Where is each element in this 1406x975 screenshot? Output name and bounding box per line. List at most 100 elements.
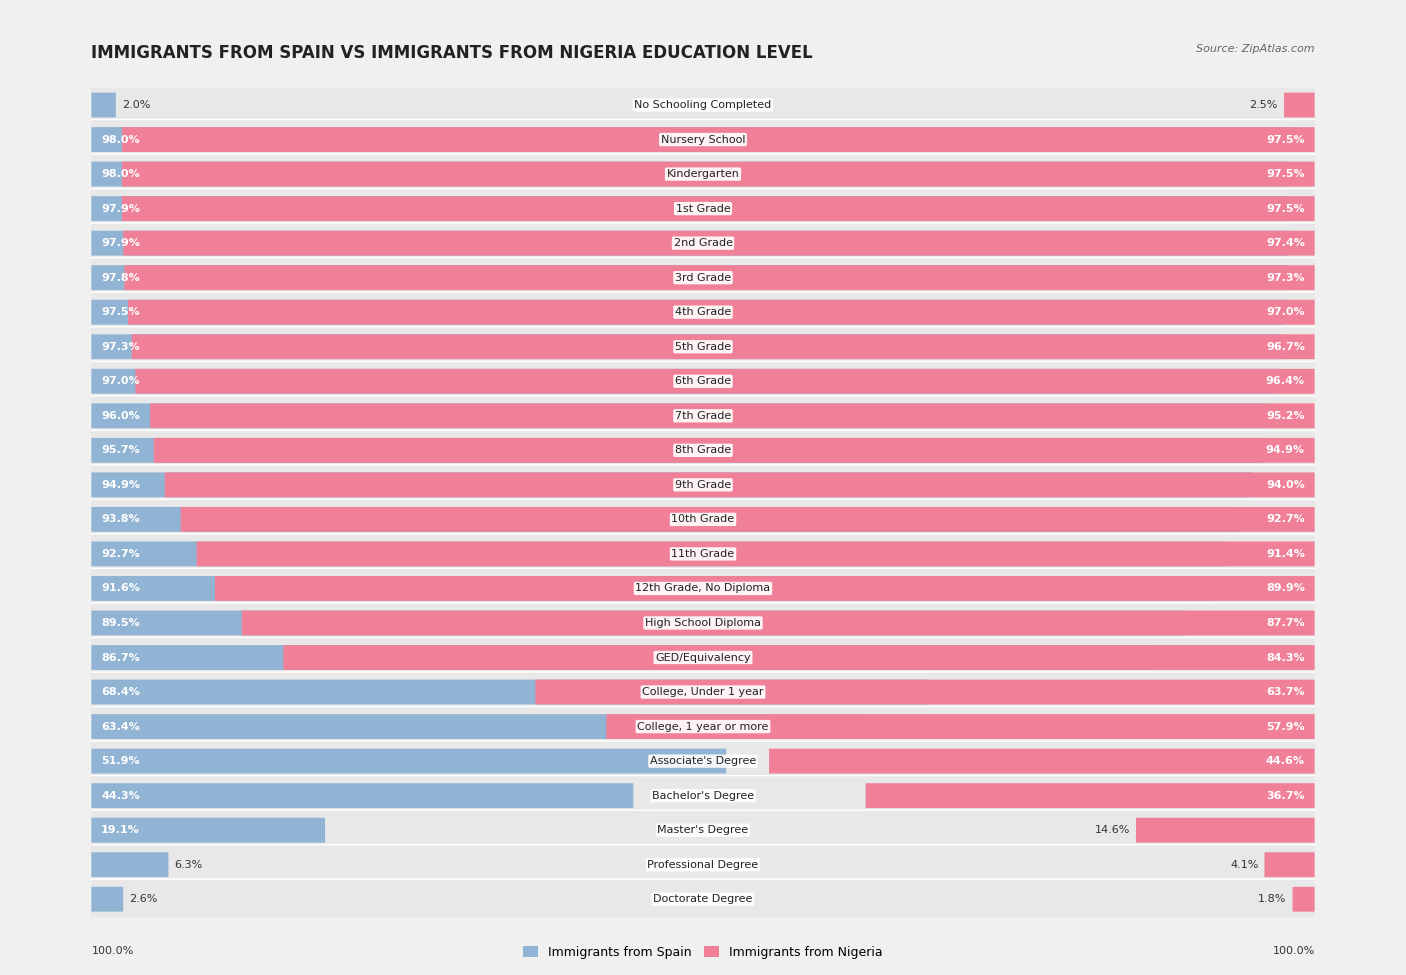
Text: 57.9%: 57.9% bbox=[1267, 722, 1305, 731]
Text: 100.0%: 100.0% bbox=[91, 946, 134, 956]
Text: 97.3%: 97.3% bbox=[1267, 273, 1305, 283]
Text: 97.5%: 97.5% bbox=[101, 307, 139, 317]
FancyBboxPatch shape bbox=[1136, 818, 1315, 842]
Text: 97.0%: 97.0% bbox=[101, 376, 139, 386]
Text: 96.0%: 96.0% bbox=[101, 410, 141, 421]
FancyBboxPatch shape bbox=[91, 610, 1187, 636]
Text: Bachelor's Degree: Bachelor's Degree bbox=[652, 791, 754, 800]
FancyBboxPatch shape bbox=[91, 438, 1263, 463]
Text: 6th Grade: 6th Grade bbox=[675, 376, 731, 386]
FancyBboxPatch shape bbox=[91, 473, 1253, 497]
FancyBboxPatch shape bbox=[242, 610, 1315, 636]
Text: 93.8%: 93.8% bbox=[101, 515, 139, 525]
Text: 94.0%: 94.0% bbox=[1265, 480, 1305, 489]
FancyBboxPatch shape bbox=[90, 120, 1316, 160]
FancyBboxPatch shape bbox=[90, 534, 1316, 574]
Text: 10th Grade: 10th Grade bbox=[672, 515, 734, 525]
Text: 92.7%: 92.7% bbox=[1265, 515, 1305, 525]
FancyBboxPatch shape bbox=[90, 257, 1316, 297]
FancyBboxPatch shape bbox=[90, 844, 1316, 884]
Text: 94.9%: 94.9% bbox=[101, 480, 141, 489]
Text: College, Under 1 year: College, Under 1 year bbox=[643, 687, 763, 697]
Text: 63.7%: 63.7% bbox=[1267, 687, 1305, 697]
Text: Doctorate Degree: Doctorate Degree bbox=[654, 894, 752, 904]
Text: 2.0%: 2.0% bbox=[122, 100, 150, 110]
Text: 97.5%: 97.5% bbox=[1267, 135, 1305, 144]
FancyBboxPatch shape bbox=[536, 680, 1315, 705]
FancyBboxPatch shape bbox=[90, 499, 1316, 539]
FancyBboxPatch shape bbox=[91, 299, 1284, 325]
Text: 1st Grade: 1st Grade bbox=[676, 204, 730, 214]
FancyBboxPatch shape bbox=[90, 638, 1316, 678]
FancyBboxPatch shape bbox=[150, 404, 1315, 428]
Text: 96.4%: 96.4% bbox=[1265, 376, 1305, 386]
FancyBboxPatch shape bbox=[91, 541, 1225, 566]
FancyBboxPatch shape bbox=[197, 541, 1315, 566]
FancyBboxPatch shape bbox=[91, 196, 1289, 221]
FancyBboxPatch shape bbox=[90, 741, 1316, 781]
Text: 44.6%: 44.6% bbox=[1265, 756, 1305, 766]
Text: 63.4%: 63.4% bbox=[101, 722, 141, 731]
Legend: Immigrants from Spain, Immigrants from Nigeria: Immigrants from Spain, Immigrants from N… bbox=[519, 941, 887, 964]
Text: 97.5%: 97.5% bbox=[1267, 169, 1305, 179]
FancyBboxPatch shape bbox=[91, 404, 1265, 428]
Text: Source: ZipAtlas.com: Source: ZipAtlas.com bbox=[1197, 44, 1315, 54]
FancyBboxPatch shape bbox=[1292, 887, 1315, 912]
FancyBboxPatch shape bbox=[1264, 852, 1315, 878]
FancyBboxPatch shape bbox=[91, 162, 1291, 186]
Text: 97.4%: 97.4% bbox=[1265, 238, 1305, 249]
FancyBboxPatch shape bbox=[90, 85, 1316, 125]
Text: 12th Grade, No Diploma: 12th Grade, No Diploma bbox=[636, 583, 770, 594]
Text: 7th Grade: 7th Grade bbox=[675, 410, 731, 421]
FancyBboxPatch shape bbox=[90, 188, 1316, 228]
Text: 97.9%: 97.9% bbox=[101, 204, 141, 214]
Text: 44.3%: 44.3% bbox=[101, 791, 141, 800]
Text: 9th Grade: 9th Grade bbox=[675, 480, 731, 489]
FancyBboxPatch shape bbox=[91, 507, 1239, 531]
Text: 97.8%: 97.8% bbox=[101, 273, 141, 283]
Text: 91.4%: 91.4% bbox=[1265, 549, 1305, 559]
FancyBboxPatch shape bbox=[90, 603, 1316, 644]
Text: 97.5%: 97.5% bbox=[1267, 204, 1305, 214]
FancyBboxPatch shape bbox=[90, 327, 1316, 367]
Text: High School Diploma: High School Diploma bbox=[645, 618, 761, 628]
FancyBboxPatch shape bbox=[91, 369, 1278, 394]
Text: Associate's Degree: Associate's Degree bbox=[650, 756, 756, 766]
FancyBboxPatch shape bbox=[165, 473, 1315, 497]
FancyBboxPatch shape bbox=[606, 714, 1315, 739]
FancyBboxPatch shape bbox=[866, 783, 1315, 808]
FancyBboxPatch shape bbox=[91, 265, 1288, 291]
Text: 86.7%: 86.7% bbox=[101, 652, 141, 663]
FancyBboxPatch shape bbox=[91, 714, 868, 739]
Text: 51.9%: 51.9% bbox=[101, 756, 139, 766]
Text: 4.1%: 4.1% bbox=[1230, 860, 1258, 870]
FancyBboxPatch shape bbox=[90, 361, 1316, 402]
Text: 6.3%: 6.3% bbox=[174, 860, 202, 870]
FancyBboxPatch shape bbox=[90, 879, 1316, 919]
FancyBboxPatch shape bbox=[91, 783, 633, 808]
Text: 2nd Grade: 2nd Grade bbox=[673, 238, 733, 249]
Text: 95.2%: 95.2% bbox=[1267, 410, 1305, 421]
FancyBboxPatch shape bbox=[91, 576, 1212, 601]
FancyBboxPatch shape bbox=[132, 334, 1315, 359]
Text: 19.1%: 19.1% bbox=[101, 825, 141, 836]
Text: 98.0%: 98.0% bbox=[101, 135, 139, 144]
FancyBboxPatch shape bbox=[90, 568, 1316, 608]
Text: 97.0%: 97.0% bbox=[1267, 307, 1305, 317]
FancyBboxPatch shape bbox=[91, 645, 1152, 670]
FancyBboxPatch shape bbox=[90, 465, 1316, 505]
Text: 98.0%: 98.0% bbox=[101, 169, 139, 179]
FancyBboxPatch shape bbox=[91, 334, 1282, 359]
FancyBboxPatch shape bbox=[122, 196, 1315, 221]
Text: 11th Grade: 11th Grade bbox=[672, 549, 734, 559]
FancyBboxPatch shape bbox=[90, 292, 1316, 332]
FancyBboxPatch shape bbox=[90, 223, 1316, 263]
FancyBboxPatch shape bbox=[91, 749, 727, 773]
FancyBboxPatch shape bbox=[128, 299, 1315, 325]
FancyBboxPatch shape bbox=[90, 810, 1316, 850]
FancyBboxPatch shape bbox=[181, 507, 1315, 531]
Text: 100.0%: 100.0% bbox=[1272, 946, 1315, 956]
FancyBboxPatch shape bbox=[90, 396, 1316, 436]
FancyBboxPatch shape bbox=[153, 438, 1315, 463]
Text: GED/Equivalency: GED/Equivalency bbox=[655, 652, 751, 663]
